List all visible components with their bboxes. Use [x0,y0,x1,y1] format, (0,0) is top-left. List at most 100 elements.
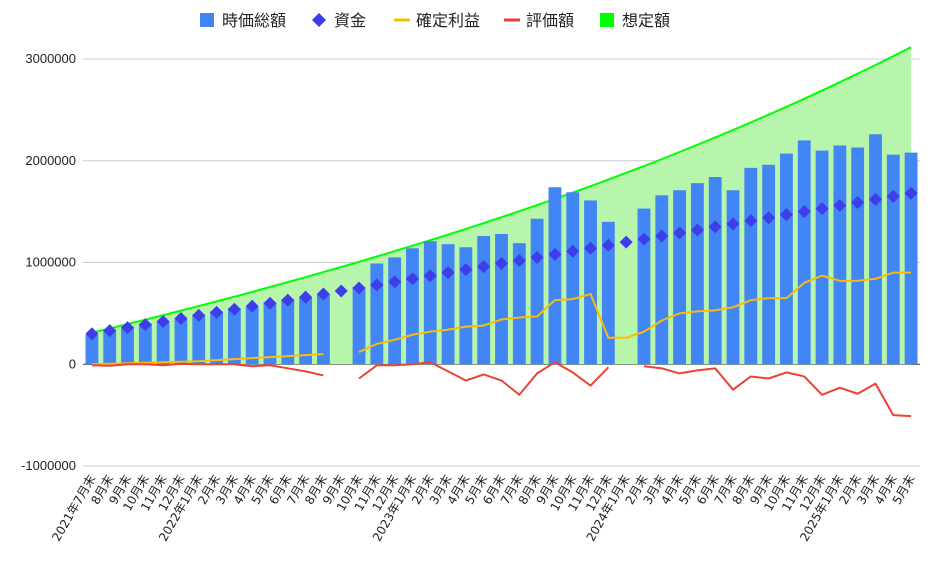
legend-label: 時価総額 [222,11,286,30]
bar [690,183,704,365]
legend-label: 資金 [334,11,366,30]
bar [138,323,152,365]
bar [263,302,277,365]
bar [512,243,526,365]
y-tick-label: 1000000 [25,255,76,270]
diamond-marker [316,287,330,301]
line-series [91,271,912,418]
bar [495,234,508,365]
diamond-marker [245,299,259,313]
x-axis: 2021年7月末8月末9月末10月末11月末12月末2022年1月末2月末3月末… [49,473,917,544]
bar [388,257,402,365]
legend: 時価総額 資金 確定利益 評価額 想定額 [200,11,670,30]
diamond-marker [868,192,882,206]
diamond-marker [726,217,740,231]
diamond-marker [192,308,206,322]
diamond-marker [459,263,473,277]
diamond-marker [174,311,188,325]
bar [797,140,811,365]
legend-label: 想定額 [622,11,670,30]
diamond-marker [138,318,152,332]
diamond-marker [619,235,633,249]
diamond-marker [495,257,508,271]
diamond-marker [388,275,402,289]
diamond-marker [103,324,117,338]
bar [281,299,295,365]
diamond-marker [673,226,687,240]
line-series-3 [91,361,912,418]
bar [477,236,491,365]
diamond-marker [423,269,437,283]
diamond-marker [584,241,598,255]
diamond-marker [477,260,491,274]
diamond-marker [762,211,776,225]
diamond-marker [281,293,295,307]
diamond-marker [263,296,277,310]
diamond-marker [708,220,722,234]
diamond-marker [370,278,384,292]
bar [886,154,900,365]
legend-swatch-0 [200,13,214,27]
bar [584,200,597,365]
bar [317,294,330,365]
y-tick-label: 2000000 [25,153,76,168]
diamond-marker [210,305,224,319]
bar [352,286,366,365]
bar [637,208,651,365]
bar [121,326,134,365]
bar [459,247,473,365]
line-series-2 [91,271,912,366]
bar [156,321,170,365]
x-tick-label: 2021年7月末 [49,473,98,544]
bar [851,147,865,365]
bar-series [85,134,918,365]
bar [869,134,882,365]
bar [833,145,847,365]
y-tick-label: 0 [69,356,76,371]
bar [673,190,686,365]
legend-label: 確定利益 [416,11,480,30]
bar [227,308,241,365]
bar [406,248,419,365]
bar [85,334,99,365]
diamond-marker [815,202,829,216]
diamond-marker [904,186,918,200]
area-fill-4 [91,47,912,365]
bar [815,150,829,365]
bar [210,311,223,365]
diamond-marker [85,327,99,341]
bar [548,187,562,365]
diamond-marker [744,214,758,228]
bar [744,167,758,365]
y-axis: -1000000 0 1000000 2000000 3000000 [21,51,76,473]
bar [655,195,669,365]
diamond-marker [886,189,900,203]
diamond-marker [601,238,615,252]
bar [708,177,722,365]
bar [780,153,793,365]
bar [904,152,918,365]
bar [726,190,740,365]
diamond-marker [227,302,241,316]
diamond-marker [655,229,669,243]
diamond-marker [512,253,526,267]
diamond-marker [156,315,170,329]
diamond-marker [548,247,562,261]
diamond-marker [334,284,348,298]
bar [299,297,313,365]
diamond-marker [637,232,651,246]
y-tick-label: 3000000 [25,51,76,66]
diamond-marker [797,205,811,219]
bar [370,263,384,365]
bar [441,244,455,365]
bar [423,241,437,365]
marker-series [85,186,918,341]
diamond-marker [566,244,580,258]
bar [103,329,117,365]
bar [762,164,776,365]
diamond-marker [441,266,455,280]
y-tick-label: -1000000 [21,458,76,473]
bar [530,218,544,365]
